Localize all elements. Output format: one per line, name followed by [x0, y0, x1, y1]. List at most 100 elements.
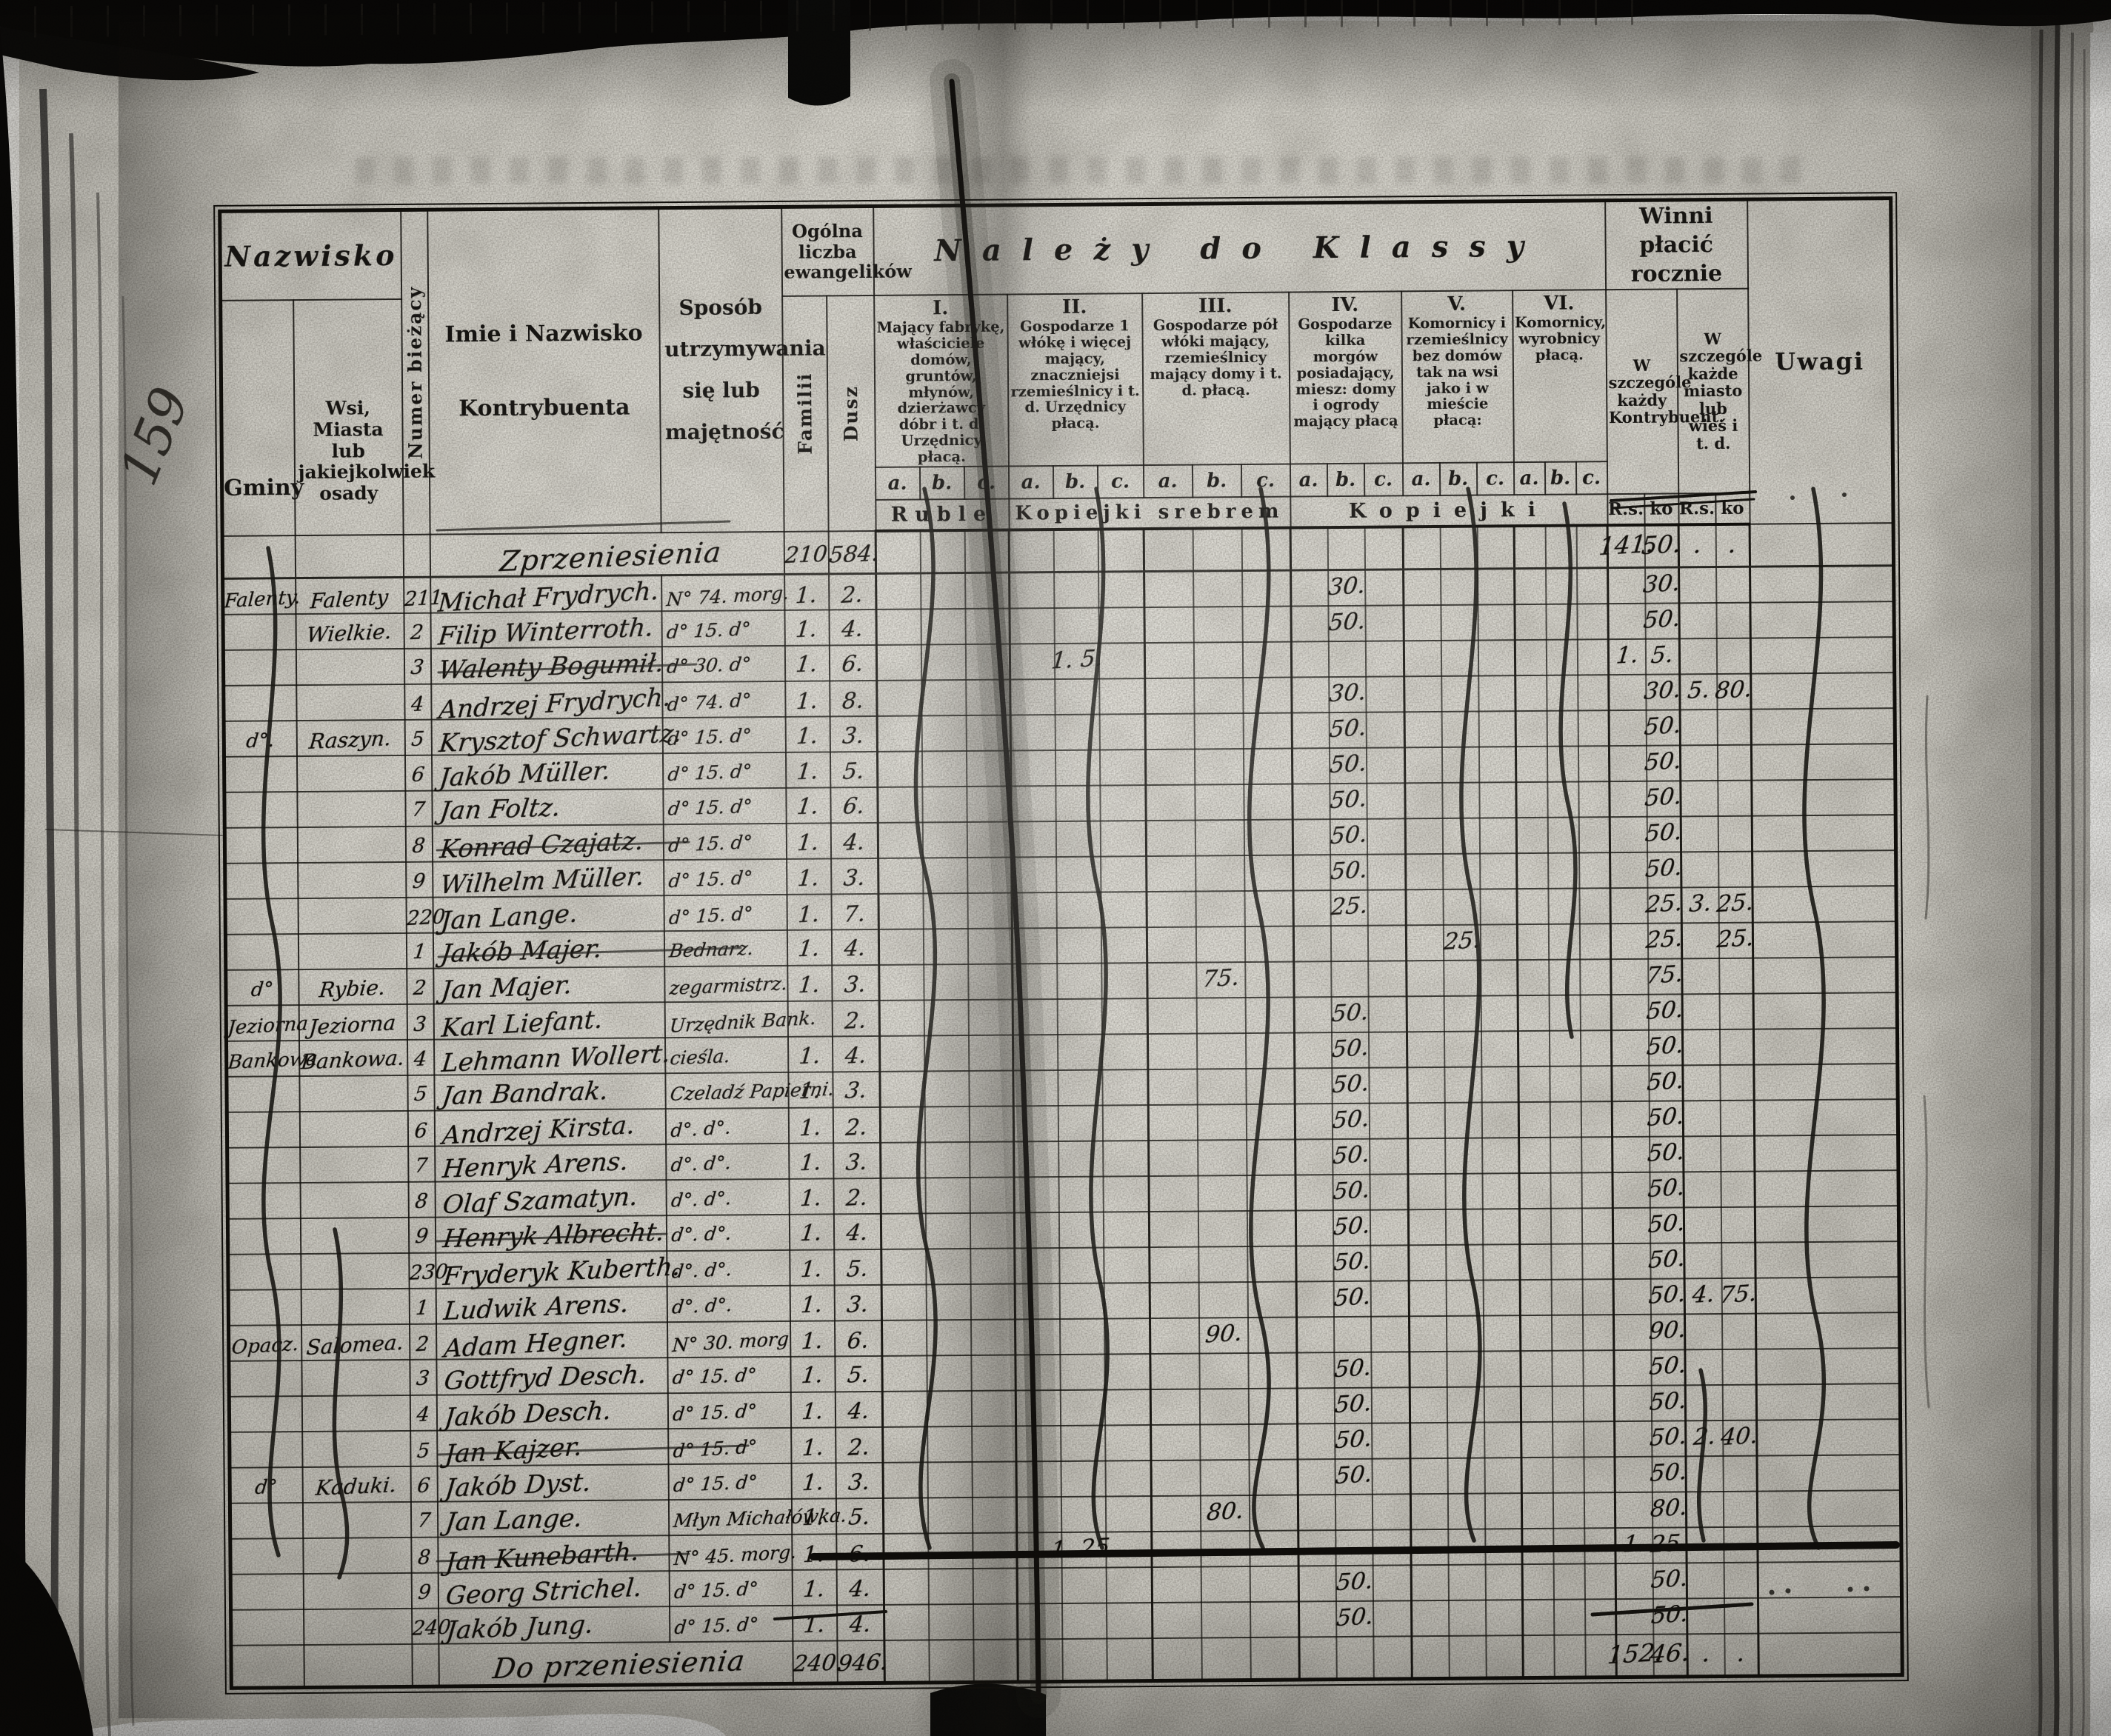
cell-class-IV-a [1290, 570, 1328, 607]
cell-class-VI-c [1583, 1456, 1615, 1493]
cell-class-VI-a [1516, 888, 1549, 924]
cell-class-III-a [1147, 1033, 1197, 1069]
cell-numer: 240 [411, 1608, 452, 1644]
cell-winni2-ko [1720, 1100, 1755, 1136]
cell-class-IV-b: 30. [1327, 570, 1366, 606]
cell-wsi [301, 1395, 410, 1432]
header-ogolna-liczba: Ogólna liczba ewangelików [781, 206, 912, 296]
cell-class-III-a [1148, 1175, 1198, 1212]
cell-class-IV-b: 50. [1328, 712, 1367, 748]
cell-class-I-b [927, 1426, 972, 1463]
cell-class-IV-c [1369, 1138, 1408, 1175]
cell-class-IV-c [1371, 1458, 1411, 1495]
cell-uwagi [1750, 601, 1895, 638]
cell-class-V-a [1411, 1564, 1449, 1601]
cell-class-I-c [966, 750, 1011, 787]
cell-winni2-rs [1687, 1562, 1724, 1599]
cell-dusz: 5. [836, 1498, 884, 1535]
cell-class-V-b [1441, 782, 1480, 818]
cell-class-III-b [1198, 1246, 1248, 1283]
cell-class-V-a [1411, 1600, 1449, 1637]
cell-class-IV-b: 50. [1328, 747, 1367, 784]
tax-register-table: Nazwisko Numer bieżący Imie i Nazwisko Ko… [213, 192, 1909, 1695]
cell-class-III-c [1249, 1495, 1298, 1531]
cell-class-II-c [1101, 998, 1148, 1035]
cell-class-VI-a [1515, 746, 1547, 782]
cell-familii: 1. [787, 929, 832, 966]
cell-winni2-ko [1717, 780, 1753, 816]
cell-class-I-c [967, 964, 1013, 1000]
cell-class-IV-a [1294, 996, 1332, 1033]
cell-class-V-b [1442, 818, 1480, 854]
cell-class-IV-c [1368, 1067, 1408, 1104]
cell-familii: 1. [787, 1072, 833, 1108]
cell-class-III-a [1148, 1104, 1198, 1141]
cell-class-II-c [1104, 1424, 1151, 1461]
cell-gmina [229, 1395, 302, 1432]
cell-class-III-a [1150, 1389, 1200, 1425]
cell-class-I-a [882, 1462, 928, 1498]
cell-class-V-b [1440, 604, 1478, 641]
cell-winni2-rs [1681, 815, 1718, 852]
cell-class-III-c [1247, 1246, 1297, 1282]
cell-occupation: d° 15. d° [667, 1427, 792, 1464]
cell-class-III-c [1241, 527, 1291, 571]
cell-class-VI-b [1547, 781, 1579, 818]
cell-occupation: d° 30. d° [661, 645, 785, 682]
cell-class-VI-b [1552, 1386, 1584, 1422]
cell-wsi [300, 1217, 409, 1254]
cell-occupation: d° 15. d° [663, 823, 787, 860]
cell-class-I-a [881, 1284, 927, 1321]
cell-wsi [299, 1110, 408, 1147]
cell-winni2-ko [1721, 1313, 1756, 1349]
cell-class-I-a [876, 644, 921, 681]
cell-occupation: Bednarz. [664, 929, 787, 967]
cell-class-V-a [1406, 960, 1444, 997]
cell-class-II-a [1010, 750, 1056, 787]
cell-class-I-a [884, 1640, 930, 1683]
cell-uwagi [1756, 1383, 1901, 1420]
cell-winni1-ko: 50. [1642, 603, 1681, 639]
cell-class-IV-c [1372, 1529, 1412, 1566]
cell-name: Adam Hegner. [436, 1321, 667, 1363]
cell-occupation: Młyn Michałówka. [668, 1498, 848, 1535]
cell-class-V-c [1485, 1635, 1524, 1679]
cell-numer: 7 [407, 1146, 436, 1182]
cell-class-II-a [1013, 1069, 1058, 1106]
cell-class-III-b [1201, 1601, 1250, 1638]
cell-numer: 5 [407, 1075, 435, 1111]
cell-winni2-rs [1687, 1598, 1724, 1635]
cell-familii: 1. [785, 716, 830, 752]
cell-class-V-c [1482, 1208, 1520, 1245]
cell-wsi: Kaduki. [302, 1466, 411, 1503]
cell-class-III-b [1199, 1459, 1250, 1496]
cell-gmina: d° [225, 969, 299, 1006]
cell-class-II-a [1010, 643, 1055, 680]
cell-occupation: d° 15. d° [667, 1392, 791, 1429]
cell-class-IV-c [1370, 1316, 1410, 1352]
cell-dusz: 3. [833, 1142, 881, 1179]
cell-class-V-a [1411, 1635, 1450, 1680]
cell-uwagi [1755, 1347, 1901, 1385]
cell-winni1-ko: 50. [1643, 710, 1683, 746]
cell-winni1-rs [1610, 816, 1647, 852]
header-winni-placic: Winni płacić rocznie [1604, 199, 1748, 290]
cell-class-III-a [1144, 571, 1193, 607]
cell-gmina [228, 1360, 302, 1397]
cell-class-IV-c [1366, 783, 1406, 819]
cell-dusz: 4. [833, 1213, 881, 1250]
cell-class-II-b [1059, 1283, 1104, 1319]
cell-occupation: d°. d°. [666, 1249, 790, 1286]
cell-wsi [296, 684, 405, 721]
cell-gmina: Falenty. [222, 578, 301, 615]
cell-class-II-a [1013, 998, 1058, 1035]
cell-name: Jakób Müller. [431, 752, 663, 792]
cell-uwagi [1752, 814, 1896, 852]
cell-uwagi [1753, 1027, 1898, 1065]
header-class-1: I. Mający fabrykę, właściciele domów, gru… [873, 294, 1009, 467]
cell-winni1-rs [1611, 994, 1649, 1030]
cell-class-V-c [1483, 1315, 1521, 1352]
cell-numer: 220 [406, 897, 446, 933]
cell-uwagi [1753, 1063, 1898, 1101]
cell-class-III-b: 90. [1198, 1317, 1248, 1354]
